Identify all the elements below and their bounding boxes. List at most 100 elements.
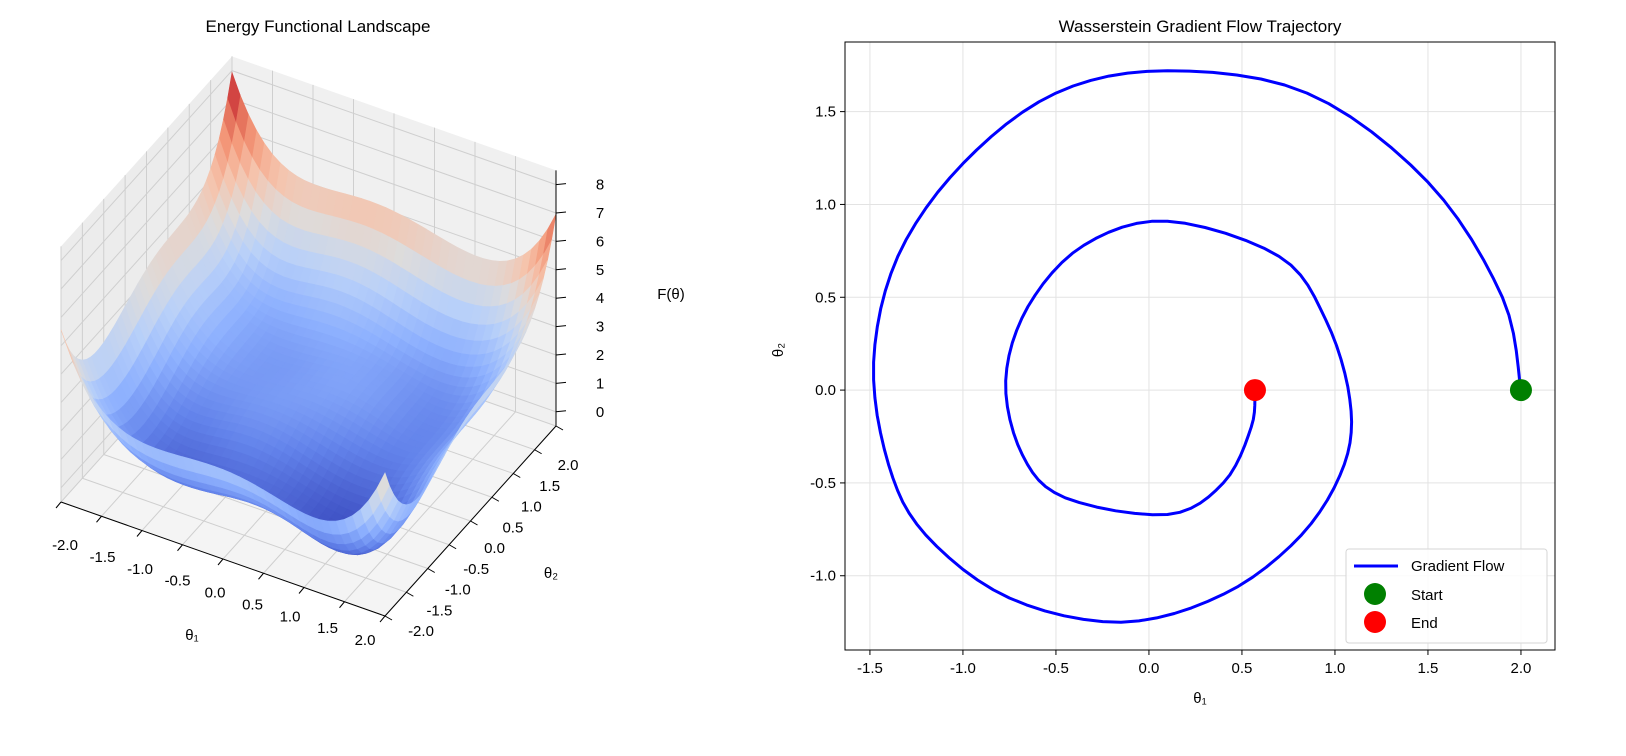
x-tick-label: -1.5 [90,549,116,566]
y-tick-label: -1.0 [810,568,836,585]
z-tick [555,296,567,299]
x-tick-label: 1.0 [280,608,301,625]
x-tick [177,544,183,552]
y-tick-label: 0.5 [815,289,836,306]
start-marker [1509,379,1532,402]
x-tick [298,587,305,594]
x-tick-label: 1.0 [1325,660,1346,677]
wall-grid-line [60,70,233,261]
surface-ylabel: θ₂ [544,565,558,582]
wall-grid-line [60,127,233,318]
x-tick [339,601,345,609]
y-tick [513,473,521,478]
x-tick-label: 1.5 [317,620,338,637]
floor-grid-line [82,477,407,593]
y-tick-label: 1.0 [521,499,542,516]
z-tick-label: 8 [596,177,604,194]
x-tick-label: -0.5 [165,573,191,590]
z-tick [555,239,567,242]
x-tick-label: 0.5 [1232,660,1253,677]
surface-patch [60,329,74,364]
x-tick-label: 0.5 [242,596,263,613]
trajectory-ticks: -1.5 -1.0 -0.5 0.0 0.5 1.0 1.5 2.0 -1.0 -0.5 0.0 0.… [810,104,1531,677]
z-tick [555,183,567,186]
x-tick-label: -1.0 [950,660,976,677]
y-tick-label: 1.5 [815,104,836,121]
legend-label-start: Start [1411,587,1444,604]
x-tick [55,501,62,509]
z-tick-label: 4 [596,290,604,307]
z-tick-label: 3 [596,319,604,336]
surface-zlabel: F(θ) [657,286,685,303]
z-tick-label: 0 [596,404,604,421]
x-tick-label: -1.0 [127,561,153,578]
y-tick [448,544,457,550]
z-tick-label: 6 [596,233,604,250]
surface-patch [376,472,390,502]
z-tick-label: 5 [596,262,604,279]
wall-grid-line [60,98,233,290]
trajectory-plot: -1.5 -1.0 -0.5 0.0 0.5 1.0 1.5 2.0 -1.0 -0.5 0.0 0.… [770,17,1556,707]
legend-box [1345,548,1548,644]
legend: Gradient Flow Start End [1345,548,1548,644]
y-tick [534,449,542,455]
x-tick-label: 0.0 [205,585,226,602]
legend-end-marker [1364,611,1386,633]
x-tick-label: -2.0 [52,537,78,554]
y-tick [427,568,435,573]
trajectory-xlabel: θ₁ [1193,690,1206,707]
z-tick [555,211,567,214]
z-tick [555,410,567,413]
surface-xlabel: θ₁ [185,627,198,644]
y-tick-label: 0.0 [484,540,505,557]
y-tick [491,496,500,502]
trajectory-series [872,69,1532,624]
legend-label-end: End [1411,615,1438,632]
z-tick-label: 7 [596,205,604,222]
y-tick-label: -0.5 [463,561,489,578]
trajectory-frame [844,41,1556,651]
x-tick [136,530,143,537]
x-tick [379,615,386,623]
z-tick-label: 1 [596,375,604,392]
z-tick [555,381,567,384]
end-marker [1243,379,1266,402]
z-tick [555,268,567,271]
z-tick [555,353,567,356]
z-tick [555,325,567,328]
y-tick [406,591,414,597]
y-tick [384,615,393,621]
trajectory-title: Wasserstein Gradient Flow Trajectory [1059,17,1342,36]
surface-axes: -2.0-1.5-1.0-0.50.00.51.01.52.0-2.0-1.5-… [52,170,604,649]
x-tick-label: 1.5 [1418,660,1439,677]
wall-grid-line [231,126,557,242]
x-tick [96,515,102,523]
y-tick-label: 0.0 [815,382,836,399]
y-tick-label: 0.5 [502,519,523,536]
wall-grid-line [231,70,557,186]
surface-plot: -2.0-1.5-1.0-0.50.00.51.01.52.0-2.0-1.5-… [52,17,685,649]
x-tick-label: -0.5 [1043,660,1069,677]
y-tick [555,425,564,431]
gradient-flow-line [872,69,1523,624]
y-tick-label: -2.0 [408,623,434,640]
legend-label-gradient-flow: Gradient Flow [1411,558,1505,575]
x-tick-label: 2.0 [355,632,376,649]
x-tick [217,558,224,566]
x-tick-label: -1.5 [857,660,883,677]
z-tick-label: 2 [596,347,604,364]
y-tick-label: 1.5 [539,478,560,495]
x-tick-label: 0.0 [1139,660,1160,677]
x-tick [258,572,264,580]
y-tick-label: 1.0 [815,196,836,213]
wall-grid-line [231,98,557,214]
surface-title: Energy Functional Landscape [206,17,431,36]
y-tick-label: -1.0 [445,582,471,599]
y-tick-label: -0.5 [810,475,836,492]
y-tick-label: 2.0 [558,457,579,474]
y-tick-label: -1.5 [426,602,452,619]
surface-mesh [60,71,557,556]
x-tick-label: 2.0 [1511,660,1532,677]
y-tick [470,520,478,526]
